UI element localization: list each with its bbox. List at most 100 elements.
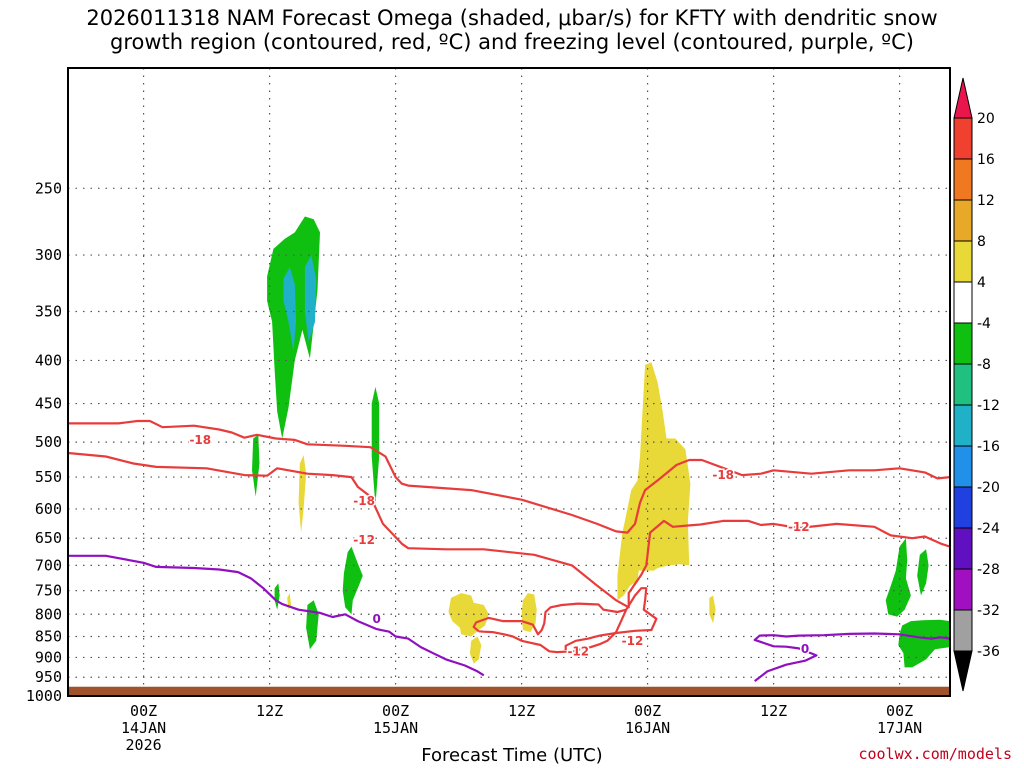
- colorbar-label: -12: [977, 398, 1000, 414]
- contour-label: -12: [353, 533, 375, 547]
- terrain-fill: [69, 686, 949, 695]
- colorbar-label: -20: [977, 480, 1000, 496]
- contour-label: -18: [712, 468, 734, 482]
- contour-line: [68, 419, 950, 534]
- colorbar-label: -28: [977, 562, 1000, 578]
- omega-region: [304, 255, 317, 342]
- y-tick-label: 600: [35, 500, 62, 518]
- x-tick-date: 17JAN: [877, 719, 922, 737]
- contour-label: -12: [622, 634, 644, 648]
- x-tick-label: 00Z: [634, 702, 661, 720]
- x-tick-year: 2026: [126, 736, 162, 754]
- omega-region: [342, 546, 363, 615]
- x-tick-date: 15JAN: [373, 719, 418, 737]
- colorbar-band: [953, 117, 973, 160]
- omega-region: [252, 434, 260, 497]
- x-tick-label: 00Z: [886, 702, 913, 720]
- colorbar-label: -24: [977, 521, 1000, 537]
- plot-frame: [67, 67, 951, 697]
- x-tick-date: 16JAN: [625, 719, 670, 737]
- colorbar-label: -4: [977, 316, 991, 332]
- colorbar-band: [953, 568, 973, 611]
- colorbar-band: [953, 240, 973, 283]
- x-tick-date: 14JAN: [121, 719, 166, 737]
- omega-region: [306, 600, 319, 650]
- omega-region: [917, 549, 929, 596]
- y-tick-label: 800: [35, 605, 62, 623]
- omega-region: [298, 455, 307, 533]
- y-tick-label: 300: [35, 246, 62, 264]
- x-tick-label: 12Z: [508, 702, 535, 720]
- omega-region: [709, 595, 716, 624]
- y-tick-label: 250: [35, 179, 62, 197]
- y-tick-label: 550: [35, 468, 62, 486]
- colorbar-band: [953, 281, 973, 324]
- contour-layer: [68, 419, 950, 682]
- colorbar-label: 4: [977, 275, 986, 291]
- credit-link[interactable]: coolwx.com/models: [858, 745, 1012, 763]
- y-tick-label: 850: [35, 627, 62, 645]
- contour-label: -18: [189, 433, 211, 447]
- grid-layer: [68, 68, 950, 697]
- colorbar-label: -16: [977, 439, 1000, 455]
- y-tick-label: 400: [35, 351, 62, 369]
- chart-title-line1: 2026011318 NAM Forecast Omega (shaded, μ…: [86, 6, 938, 30]
- contour-label: -12: [788, 520, 810, 534]
- omega-shading-layer: [252, 216, 950, 668]
- y-tick-label: 900: [35, 648, 62, 666]
- omega-region: [274, 583, 280, 610]
- colorbar-band: [953, 158, 973, 201]
- colorbar-label: -8: [977, 357, 991, 373]
- x-tick-label: 12Z: [256, 702, 283, 720]
- contour-label: 0: [801, 642, 809, 656]
- omega-region: [448, 593, 489, 637]
- y-tick-label: 650: [35, 529, 62, 547]
- contour-label: -12: [567, 644, 589, 658]
- colorbar-label: 8: [977, 234, 986, 250]
- x-tick-label: 00Z: [130, 702, 157, 720]
- colorbar-band: [953, 322, 973, 365]
- colorbar-top-arrow: [953, 77, 973, 119]
- omega-region: [617, 362, 691, 601]
- colorbar-label: -32: [977, 603, 1000, 619]
- colorbar-band: [953, 486, 973, 529]
- colorbar-label: -36: [977, 644, 1000, 660]
- contour-line: [753, 632, 950, 682]
- y-tick-label: 700: [35, 556, 62, 574]
- x-tick-label: 12Z: [760, 702, 787, 720]
- colorbar: 20 16 12 8 4 -4 -8 -12 -16 -20 -24 -28 -32 -36: [953, 77, 1000, 692]
- omega-region: [469, 636, 482, 664]
- y-tick-label: 750: [35, 582, 62, 600]
- omega-region: [898, 619, 950, 668]
- contour-labels: -18 -18 -18 -12 -12 -12 -12 0 0: [188, 431, 811, 659]
- colorbar-band: [953, 404, 973, 447]
- y-tick-labels: 250 300 350 400 450 500 550 600 650 700 750 800 850 9…: [26, 179, 62, 705]
- colorbar-bottom-arrow: [953, 650, 973, 692]
- x-axis-label: Forecast Time (UTC): [421, 745, 603, 766]
- colorbar-band: [953, 527, 973, 570]
- omega-region: [885, 538, 911, 617]
- omega-region: [371, 386, 380, 506]
- contour-label: 0: [373, 612, 381, 626]
- contour-line: [472, 602, 628, 654]
- colorbar-band: [953, 363, 973, 406]
- contour-label: -18: [353, 494, 375, 508]
- colorbar-band: [953, 445, 973, 488]
- y-tick-label: 500: [35, 433, 62, 451]
- contour-line: [68, 554, 485, 677]
- chart-title-line2: growth region (contoured, red, ºC) and f…: [110, 30, 914, 54]
- y-tick-label: 1000: [26, 687, 62, 705]
- colorbar-band: [953, 609, 973, 652]
- colorbar-band: [953, 199, 973, 242]
- y-tick-label: 450: [35, 395, 62, 413]
- colorbar-label: 12: [977, 193, 995, 209]
- omega-region: [283, 267, 297, 352]
- colorbar-label: 20: [977, 111, 995, 127]
- contour-line: [68, 451, 950, 609]
- colorbar-label: 16: [977, 152, 995, 168]
- x-tick-label: 00Z: [382, 702, 409, 720]
- y-tick-label: 350: [35, 303, 62, 321]
